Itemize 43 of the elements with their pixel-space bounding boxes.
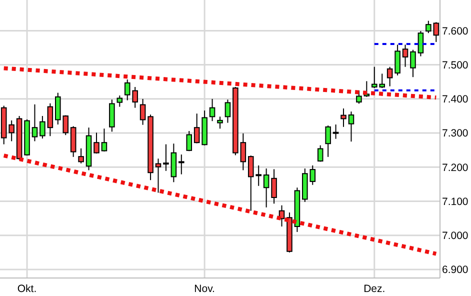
candlestick [271, 168, 277, 204]
candlestick [263, 168, 270, 208]
candlestick [170, 143, 177, 183]
y-tick-label: 7.400 [442, 94, 468, 106]
y-tick-label: 7.100 [442, 196, 468, 208]
candlestick [348, 111, 354, 142]
y-tick-label: 7.300 [442, 128, 468, 140]
y-tick-label: 6.900 [442, 264, 468, 276]
y-tick-label: 7.500 [442, 59, 468, 72]
candlestick [32, 104, 38, 142]
candlestick [140, 98, 146, 126]
candlestick [410, 49, 416, 78]
candlestick [78, 148, 84, 164]
candlestick [340, 108, 346, 128]
candlestick [163, 144, 169, 172]
candlestick [109, 99, 115, 132]
candlestick [332, 124, 339, 140]
candlestick [101, 128, 108, 152]
candlestick [402, 44, 408, 68]
candlestick [217, 116, 223, 130]
candlestick [240, 132, 246, 171]
y-tick-label: 7.000 [442, 230, 468, 242]
candlestick [224, 99, 231, 124]
candlestick [94, 132, 100, 154]
candlestick [155, 158, 162, 194]
y-tick-label: 7.200 [442, 162, 468, 174]
candlestick [40, 115, 46, 139]
candlestick [209, 98, 216, 122]
candlestick [47, 102, 54, 137]
candlestick [356, 90, 362, 104]
x-tick-label: Dez. [364, 283, 386, 295]
candlestick [194, 113, 200, 144]
candlestick [386, 66, 393, 87]
candlestick [116, 95, 123, 108]
candlestick [325, 125, 331, 158]
candlestick [418, 30, 424, 57]
candlestick [317, 144, 324, 162]
candlestick [178, 154, 184, 175]
candlestick [186, 130, 192, 152]
candlestick [394, 44, 400, 76]
x-tick-label: Nov. [194, 283, 215, 295]
y-tick-label: 7.600 [442, 25, 468, 38]
x-tick-label: Okt. [17, 283, 37, 295]
